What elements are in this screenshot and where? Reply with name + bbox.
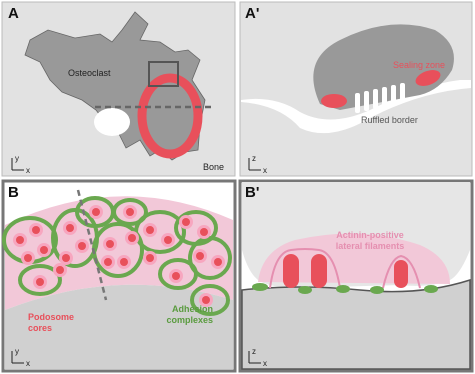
panel-label: A'	[245, 5, 259, 22]
podosome-core	[24, 254, 32, 262]
podosome-core	[126, 208, 134, 216]
resorption-pit	[94, 108, 130, 136]
adhesion-network	[2, 196, 232, 316]
podosomes	[13, 205, 225, 307]
adhesion-loop	[188, 236, 232, 280]
adhesion-label: Adhesion complexes	[166, 304, 213, 325]
podosome-core	[62, 254, 70, 262]
panel-label: A	[8, 5, 19, 22]
podosome-core	[202, 296, 210, 304]
zoom-box	[148, 61, 179, 87]
podosome-core	[66, 224, 74, 232]
panel-label: B'	[245, 184, 259, 201]
bone-label: Bone	[203, 162, 224, 172]
podosome-core	[164, 236, 172, 244]
osteoclast	[24, 11, 206, 161]
sealing-zone-right	[415, 70, 441, 86]
cores-label: Podosome cores	[28, 312, 74, 333]
ruffled-label: Ruffled border	[361, 115, 418, 125]
adhesion-loop	[158, 258, 198, 290]
podosome-core	[196, 252, 204, 260]
panel-label: B	[8, 184, 19, 201]
podosome-core	[92, 208, 100, 216]
podosome-core	[56, 266, 64, 274]
sealing-ring	[137, 73, 203, 159]
axis-label: y	[15, 347, 19, 356]
podosome-core	[200, 228, 208, 236]
bone	[5, 284, 233, 369]
sealing-label: Sealing zone	[393, 60, 445, 70]
podosome-core	[146, 254, 154, 262]
bone	[241, 278, 471, 370]
ruffled-border	[355, 83, 405, 113]
podosome-cores	[283, 254, 408, 288]
axis-label: z	[252, 154, 256, 163]
podosome-core	[36, 278, 44, 286]
podosome-core	[182, 218, 190, 226]
podosome-core	[120, 258, 128, 266]
podosome-core	[214, 258, 222, 266]
axis-label: x	[26, 359, 30, 368]
axis-label: x	[263, 359, 267, 368]
podosome-core	[128, 234, 136, 242]
adhesion-dots	[252, 283, 438, 294]
podosome-core	[172, 272, 180, 280]
axis-label: z	[252, 347, 256, 356]
section-line	[76, 189, 108, 301]
adhesion-loop	[112, 198, 148, 226]
bone	[241, 88, 471, 175]
axis-label: y	[15, 154, 19, 163]
podosome-core	[16, 236, 24, 244]
podosome-core	[32, 226, 40, 234]
adhesion-loop	[190, 284, 230, 316]
axis-label: x	[26, 166, 30, 175]
sealing-zone-left	[321, 94, 347, 108]
podosome-core	[40, 246, 48, 254]
podosome-core	[146, 226, 154, 234]
cell-section	[313, 24, 454, 110]
cell-label: Osteoclast	[68, 68, 111, 78]
adhesion-loop	[18, 264, 62, 296]
axis-label: x	[263, 166, 267, 175]
filaments-label: Actinin-positive lateral filaments	[336, 230, 405, 251]
podosome-core	[78, 242, 86, 250]
podosome-core	[106, 240, 114, 248]
panel-labels: A A' B B'	[8, 5, 259, 201]
podosome-core	[104, 258, 112, 266]
adhesion-loop	[134, 210, 186, 254]
lateral-filaments	[269, 248, 421, 289]
